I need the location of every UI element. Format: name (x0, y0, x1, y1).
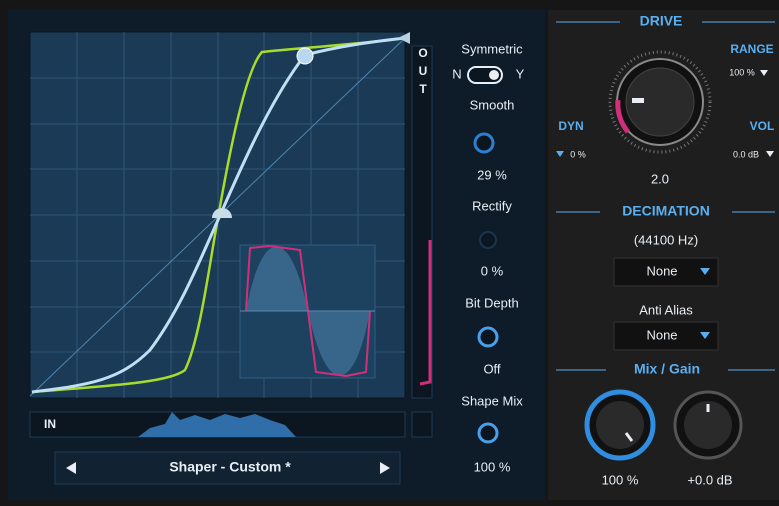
smoothed-curve (31, 36, 406, 394)
toggle-label: N (452, 66, 461, 81)
preset-bar (54, 451, 401, 485)
center-handle[interactable] (212, 207, 232, 218)
section-title: DECIMATION (622, 203, 710, 219)
out-label: T (419, 82, 427, 96)
range-value[interactable]: 100 % (729, 67, 755, 77)
out-label: U (419, 64, 428, 78)
dropdown-arrow (556, 151, 564, 157)
gain-knob-cap (684, 401, 732, 449)
smooth-knob[interactable] (473, 132, 495, 154)
out-meter (411, 45, 433, 399)
drive-scale (608, 50, 712, 154)
control-label: Smooth (470, 97, 515, 112)
dyn-label: DYN (558, 119, 583, 133)
dropdown-arrow (760, 70, 768, 76)
out-meter-level (419, 240, 432, 386)
section-title: DRIVE (640, 13, 683, 29)
dropdown-arrow (700, 268, 710, 275)
bit-depth-knob[interactable] (477, 326, 499, 348)
control-value: 0 % (481, 263, 504, 278)
drive-value: 2.0 (651, 171, 669, 186)
section-title: Mix / Gain (634, 361, 700, 377)
control-value: 100 % (474, 459, 511, 474)
preset-next[interactable] (380, 462, 390, 474)
mix-value: 100 % (602, 472, 639, 487)
curve-handle[interactable] (296, 47, 314, 65)
in-histogram (138, 412, 296, 437)
preset-name[interactable]: Shaper - Custom * (169, 459, 291, 475)
mix-knob-cap (596, 401, 644, 449)
dropdown-value: None (646, 263, 677, 278)
in-label: IN (44, 417, 56, 431)
control-label: Shape Mix (461, 393, 523, 408)
control-value: Off (483, 361, 500, 376)
decimation-dropdown[interactable] (613, 257, 719, 287)
vol-value[interactable]: 0.0 dB (733, 149, 759, 159)
control-value: 29 % (477, 167, 507, 182)
toggle-thumb (489, 70, 499, 80)
output-handle[interactable] (398, 32, 410, 44)
dropdown-arrow (766, 151, 774, 157)
mix-pointer (624, 432, 634, 442)
sample-rate: (44100 Hz) (634, 232, 698, 247)
preset-prev[interactable] (66, 462, 76, 474)
control-label: Bit Depth (465, 295, 518, 310)
toggle-label: Y (516, 66, 525, 81)
gain-value: +0.0 dB (687, 472, 732, 487)
control-label: Rectify (472, 198, 512, 213)
anti-alias-label: Anti Alias (639, 302, 693, 317)
drive-arc (615, 99, 630, 134)
vol-label: VOL (750, 119, 775, 133)
drive-knob-cap (625, 67, 695, 137)
dropdown-value: None (646, 327, 677, 342)
shape-mix-knob[interactable] (477, 422, 499, 444)
rectify-knob[interactable] (479, 231, 497, 249)
dyn-value[interactable]: 0 % (570, 149, 586, 159)
drive-pointer (632, 98, 644, 103)
wave-toggle[interactable] (411, 411, 433, 438)
control-label: Symmetric (461, 41, 523, 56)
dropdown-arrow (700, 332, 710, 339)
anti-alias-dropdown[interactable] (613, 321, 719, 351)
out-label: O (418, 46, 427, 60)
range-label: RANGE (730, 42, 773, 56)
